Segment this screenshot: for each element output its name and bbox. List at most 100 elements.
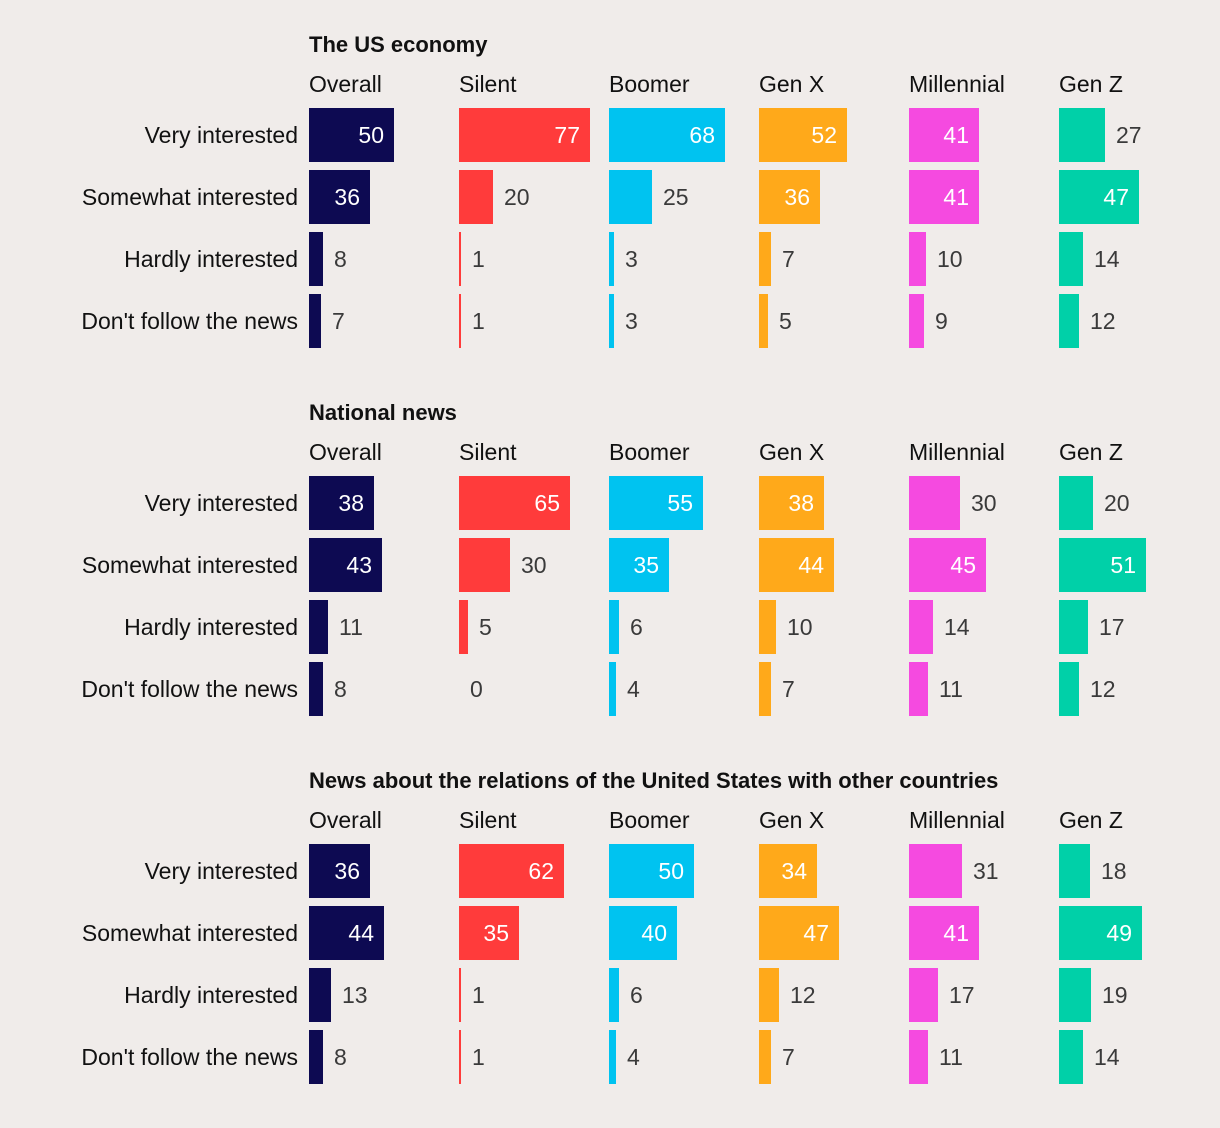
data-label: 3: [625, 246, 638, 272]
data-label: 14: [1094, 1044, 1120, 1070]
bar: [909, 476, 960, 530]
bar: [759, 662, 771, 716]
data-label: 55: [667, 490, 693, 516]
panel-title: The US economy: [309, 32, 488, 57]
row-label: Somewhat interested: [81, 184, 298, 210]
bar: [309, 906, 384, 960]
bar: [909, 662, 928, 716]
data-label: 35: [633, 552, 659, 578]
bar: [459, 844, 564, 898]
data-label: 11: [339, 614, 363, 640]
row-label: Hardly interested: [124, 982, 298, 1008]
data-label: 77: [554, 122, 580, 148]
row-label: Don't follow the news: [81, 308, 298, 334]
column-header: Overall: [309, 439, 382, 465]
row-label: Don't follow the news: [81, 676, 298, 702]
column-header: Overall: [309, 71, 382, 97]
data-label: 3: [625, 308, 638, 334]
row-label: Somewhat interested: [81, 552, 298, 578]
bar: [909, 600, 933, 654]
data-label: 36: [784, 184, 810, 210]
bar: [909, 906, 979, 960]
data-label: 52: [811, 122, 837, 148]
bar: [909, 968, 938, 1022]
bar: [1059, 662, 1079, 716]
data-label: 44: [798, 552, 824, 578]
bar: [459, 538, 510, 592]
column-header: Overall: [309, 807, 382, 833]
bar: [1059, 1030, 1083, 1084]
data-label: 11: [939, 676, 963, 702]
bar: [759, 476, 824, 530]
bar: [309, 294, 321, 348]
column-header: Silent: [459, 71, 517, 97]
column-header: Boomer: [609, 807, 690, 833]
row-label: Somewhat interested: [81, 920, 298, 946]
bar: [1059, 600, 1088, 654]
bar: [609, 906, 677, 960]
bar: [759, 170, 820, 224]
bar: [759, 294, 768, 348]
column-header: Millennial: [909, 807, 1005, 833]
bar: [459, 108, 590, 162]
bar: [759, 600, 776, 654]
data-label: 10: [787, 614, 813, 640]
bar: [309, 1030, 323, 1084]
column-header: Boomer: [609, 439, 690, 465]
data-label: 27: [1116, 122, 1142, 148]
column-header: Millennial: [909, 439, 1005, 465]
bar: [459, 968, 461, 1022]
row-label: Very interested: [144, 490, 298, 516]
bar: [1059, 232, 1083, 286]
row-label: Very interested: [144, 858, 298, 884]
data-label: 51: [1110, 552, 1136, 578]
bar: [609, 108, 725, 162]
bar: [459, 476, 570, 530]
bar: [609, 538, 669, 592]
data-label: 20: [1104, 490, 1130, 516]
row-label: Very interested: [144, 122, 298, 148]
bar: [909, 844, 962, 898]
bar: [909, 170, 979, 224]
bar: [309, 662, 323, 716]
column-header: Gen X: [759, 439, 825, 465]
column-header: Gen Z: [1059, 807, 1123, 833]
row-label: Hardly interested: [124, 246, 298, 272]
data-label: 65: [534, 490, 560, 516]
column-header: Gen Z: [1059, 439, 1123, 465]
data-label: 44: [348, 920, 374, 946]
data-label: 8: [334, 246, 347, 272]
data-label: 4: [627, 1044, 640, 1070]
data-label: 8: [334, 676, 347, 702]
data-label: 50: [658, 858, 684, 884]
data-label: 41: [943, 184, 969, 210]
data-label: 25: [663, 184, 689, 210]
bar: [309, 108, 394, 162]
data-label: 19: [1102, 982, 1128, 1008]
data-label: 7: [332, 308, 345, 334]
data-label: 1: [472, 982, 485, 1008]
bar: [609, 662, 616, 716]
panel-title: National news: [309, 400, 457, 425]
bar: [759, 906, 839, 960]
data-label: 45: [950, 552, 976, 578]
column-header: Silent: [459, 439, 517, 465]
bar: [609, 600, 619, 654]
data-label: 30: [521, 552, 547, 578]
column-header: Silent: [459, 807, 517, 833]
bar: [1059, 538, 1146, 592]
bar: [609, 968, 619, 1022]
data-label: 7: [782, 246, 795, 272]
bar: [309, 232, 323, 286]
column-header: Gen X: [759, 807, 825, 833]
data-label: 7: [782, 676, 795, 702]
data-label: 41: [943, 920, 969, 946]
panel-title: News about the relations of the United S…: [309, 768, 999, 793]
bar: [609, 232, 614, 286]
data-label: 50: [358, 122, 384, 148]
data-label: 47: [803, 920, 829, 946]
bar: [459, 906, 519, 960]
data-label: 18: [1101, 858, 1127, 884]
data-label: 8: [334, 1044, 347, 1070]
